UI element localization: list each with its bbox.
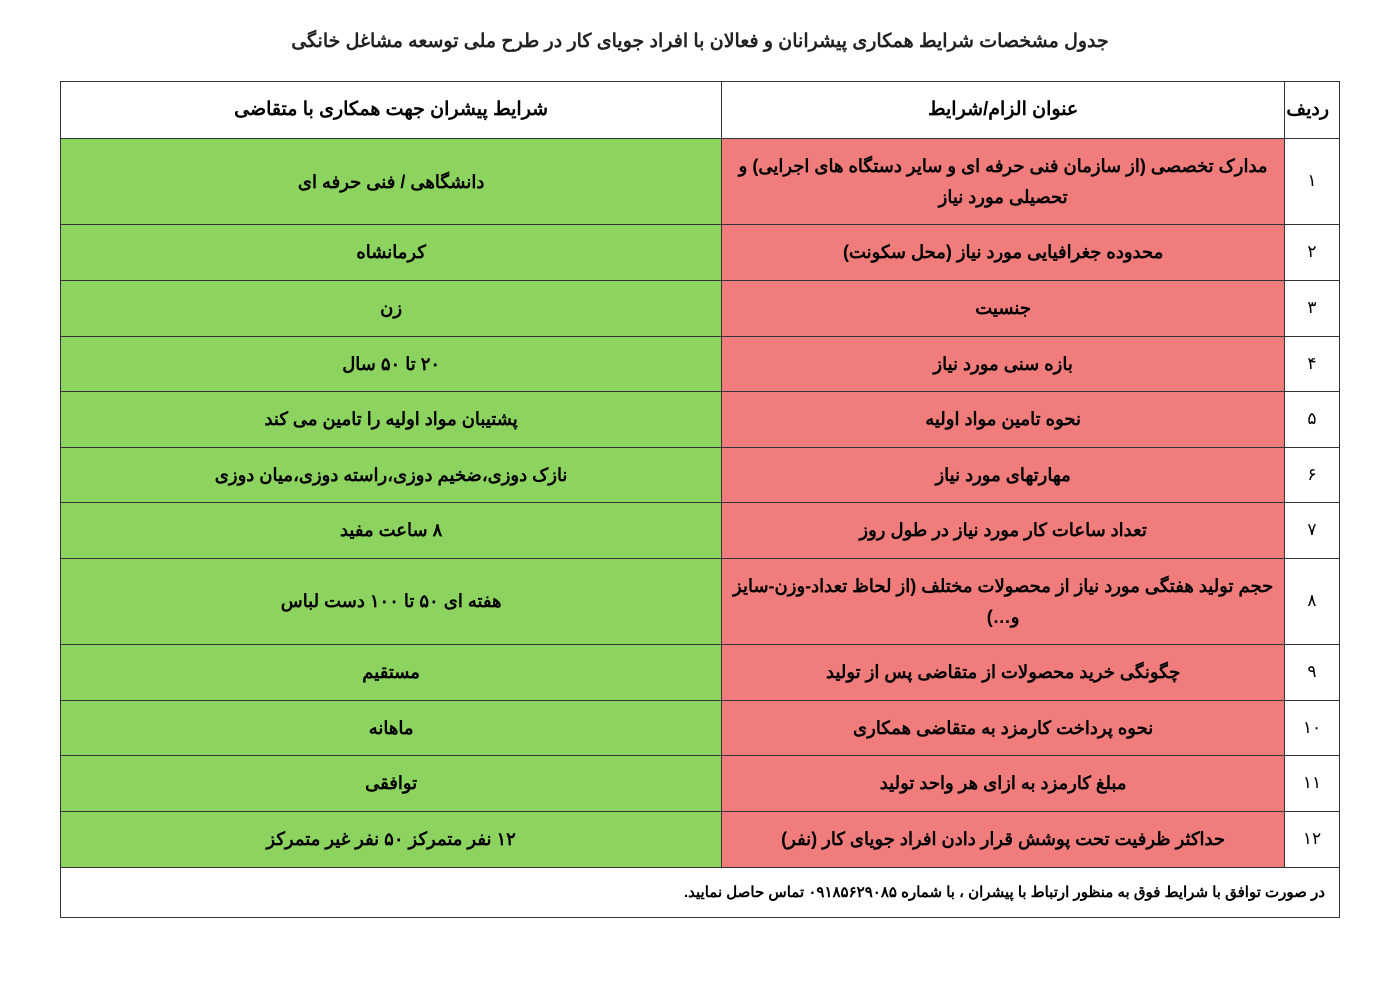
- col-header-requirement: عنوان الزام/شرایط: [722, 82, 1285, 139]
- condition-cell: کرمانشاه: [61, 225, 722, 281]
- table-footer-row: در صورت توافق با شرایط فوق به منظور ارتب…: [61, 867, 1340, 918]
- footer-text-post: تماس حاصل نمایید.: [684, 884, 808, 901]
- requirement-cell: نحوه تامین مواد اولیه: [722, 392, 1285, 448]
- footer-cell: در صورت توافق با شرایط فوق به منظور ارتب…: [61, 867, 1340, 918]
- condition-cell: پشتیبان مواد اولیه را تامین می کند: [61, 392, 722, 448]
- requirement-cell: محدوده جغرافیایی مورد نیاز (محل سکونت): [722, 225, 1285, 281]
- condition-cell: نازک دوزی،ضخیم دوزی،راسته دوزی،میان دوزی: [61, 447, 722, 503]
- requirement-cell: نحوه پرداخت کارمزد به متقاضی همکاری: [722, 700, 1285, 756]
- row-index: ۵: [1285, 392, 1340, 448]
- requirement-cell: چگونگی خرید محصولات از متقاضی پس از تولی…: [722, 645, 1285, 701]
- footer-phone: ۰۹۱۸۵۶۲۹۰۸۵: [808, 880, 897, 906]
- table-header-row: ردیف عنوان الزام/شرایط شرایط پیشران جهت …: [61, 82, 1340, 139]
- condition-cell: ۲۰ تا ۵۰ سال: [61, 336, 722, 392]
- condition-cell: ۸ ساعت مفید: [61, 503, 722, 559]
- row-index: ۳: [1285, 281, 1340, 337]
- page-title: جدول مشخصات شرایط همکاری پیشرانان و فعال…: [60, 30, 1340, 53]
- col-header-condition: شرایط پیشران جهت همکاری با متقاضی: [61, 82, 722, 139]
- condition-cell: توافقی: [61, 756, 722, 812]
- row-index: ۸: [1285, 559, 1340, 645]
- conditions-table: ردیف عنوان الزام/شرایط شرایط پیشران جهت …: [60, 81, 1340, 918]
- row-index: ۶: [1285, 447, 1340, 503]
- table-row: ۱۲حداکثر ظرفیت تحت پوشش قرار دادن افراد …: [61, 812, 1340, 868]
- row-index: ۴: [1285, 336, 1340, 392]
- table-row: ۵نحوه تامین مواد اولیهپشتیبان مواد اولیه…: [61, 392, 1340, 448]
- table-row: ۳جنسیتزن: [61, 281, 1340, 337]
- row-index: ۱۰: [1285, 700, 1340, 756]
- table-row: ۹چگونگی خرید محصولات از متقاضی پس از تول…: [61, 645, 1340, 701]
- requirement-cell: حداکثر ظرفیت تحت پوشش قرار دادن افراد جو…: [722, 812, 1285, 868]
- footer-text-pre: در صورت توافق با شرایط فوق به منظور ارتب…: [897, 884, 1325, 901]
- condition-cell: دانشگاهی / فنی حرفه ای: [61, 139, 722, 225]
- condition-cell: ماهانه: [61, 700, 722, 756]
- row-index: ۱: [1285, 139, 1340, 225]
- condition-cell: مستقیم: [61, 645, 722, 701]
- col-header-index: ردیف: [1285, 82, 1340, 139]
- row-index: ۱۱: [1285, 756, 1340, 812]
- requirement-cell: بازه سنی مورد نیاز: [722, 336, 1285, 392]
- table-row: ۲محدوده جغرافیایی مورد نیاز (محل سکونت)ک…: [61, 225, 1340, 281]
- row-index: ۷: [1285, 503, 1340, 559]
- requirement-cell: مدارک تخصصی (از سازمان فنی حرفه ای و سای…: [722, 139, 1285, 225]
- requirement-cell: مهارتهای مورد نیاز: [722, 447, 1285, 503]
- table-row: ۱۱مبلغ کارمزد به ازای هر واحد تولیدتوافق…: [61, 756, 1340, 812]
- requirement-cell: حجم تولید هفتگی مورد نیاز از محصولات مخت…: [722, 559, 1285, 645]
- condition-cell: زن: [61, 281, 722, 337]
- table-row: ۱۰نحوه پرداخت کارمزد به متقاضی همکاریماه…: [61, 700, 1340, 756]
- row-index: ۱۲: [1285, 812, 1340, 868]
- condition-cell: هفته ای ۵۰ تا ۱۰۰ دست لباس: [61, 559, 722, 645]
- table-row: ۴بازه سنی مورد نیاز۲۰ تا ۵۰ سال: [61, 336, 1340, 392]
- requirement-cell: مبلغ کارمزد به ازای هر واحد تولید: [722, 756, 1285, 812]
- table-row: ۶مهارتهای مورد نیازنازک دوزی،ضخیم دوزی،ر…: [61, 447, 1340, 503]
- requirement-cell: تعداد ساعات کار مورد نیاز در طول روز: [722, 503, 1285, 559]
- requirement-cell: جنسیت: [722, 281, 1285, 337]
- table-row: ۱مدارک تخصصی (از سازمان فنی حرفه ای و سا…: [61, 139, 1340, 225]
- table-row: ۷تعداد ساعات کار مورد نیاز در طول روز۸ س…: [61, 503, 1340, 559]
- table-row: ۸حجم تولید هفتگی مورد نیاز از محصولات مخ…: [61, 559, 1340, 645]
- condition-cell: ۱۲ نفر متمرکز ۵۰ نفر غیر متمرکز: [61, 812, 722, 868]
- row-index: ۹: [1285, 645, 1340, 701]
- row-index: ۲: [1285, 225, 1340, 281]
